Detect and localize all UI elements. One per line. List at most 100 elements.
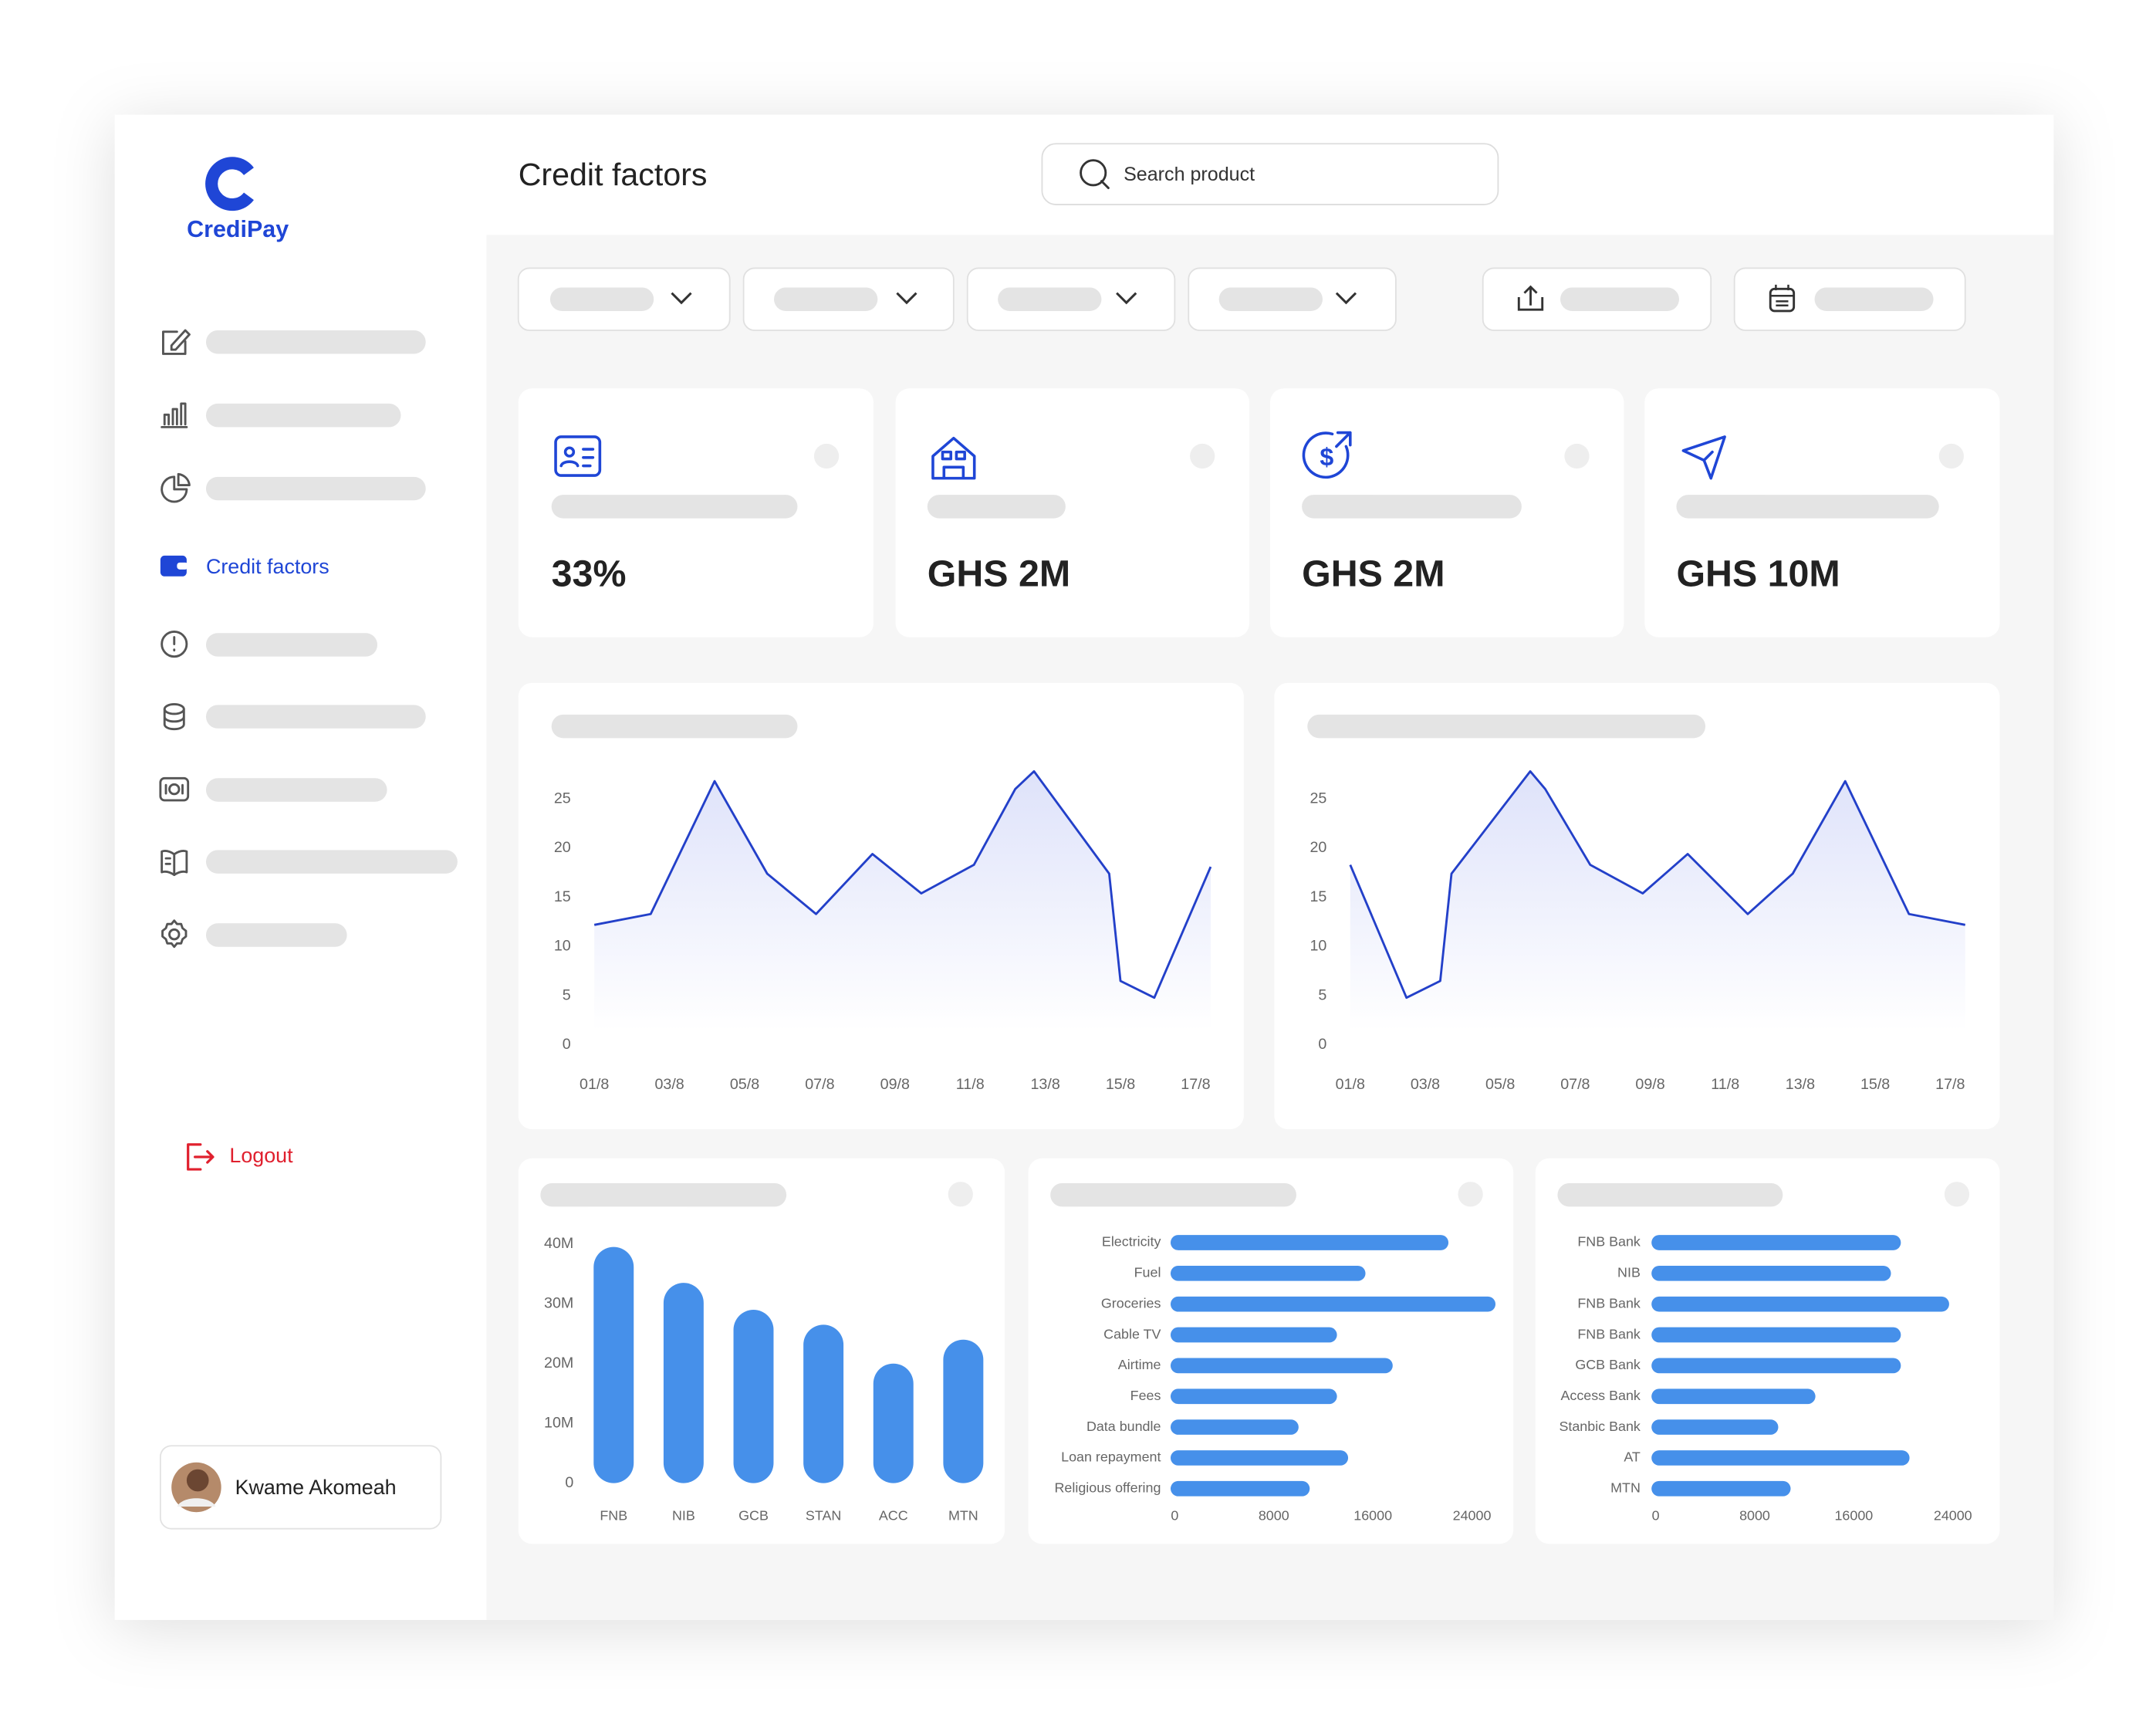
bar — [803, 1324, 844, 1483]
y-tick-label: 25 — [1309, 790, 1326, 807]
bar — [1651, 1235, 1901, 1250]
x-tick-label: 8000 — [1259, 1507, 1289, 1523]
y-tick-label: 10M — [544, 1414, 573, 1431]
date-button[interactable] — [1733, 267, 1966, 331]
y-tick-label: FNB Bank — [1577, 1295, 1641, 1311]
x-tick-label: 15/8 — [1106, 1076, 1135, 1093]
bar — [1170, 1480, 1310, 1497]
x-tick-label: 03/8 — [1411, 1076, 1440, 1093]
x-tick-label: 01/8 — [580, 1076, 609, 1093]
nav-item[interactable] — [162, 329, 426, 355]
x-tick-label: STAN — [806, 1507, 841, 1523]
dropdown[interactable] — [517, 267, 731, 331]
nav-item[interactable] — [161, 919, 347, 949]
bar — [733, 1309, 774, 1483]
y-tick-label: 0 — [565, 1474, 573, 1491]
x-tick-label: NIB — [672, 1507, 695, 1523]
kpi-value: GHS 10M — [1676, 553, 1840, 595]
y-tick-label: GCB Bank — [1575, 1357, 1641, 1372]
y-tick-label: 20 — [1309, 839, 1326, 856]
search-placeholder: Search product — [1124, 164, 1255, 185]
y-tick-label: AT — [1624, 1449, 1641, 1465]
nav-item[interactable] — [159, 776, 387, 802]
y-tick-label: 20 — [554, 839, 571, 856]
x-tick-label: 0 — [1171, 1507, 1178, 1523]
dropdown[interactable] — [1188, 267, 1397, 331]
kpi-icon — [1681, 435, 1726, 480]
x-tick-label: 17/8 — [1181, 1076, 1210, 1093]
bar — [1170, 1388, 1337, 1405]
bar — [1170, 1296, 1496, 1312]
x-tick-label: 11/8 — [956, 1076, 985, 1093]
y-tick-label: Fuel — [1134, 1265, 1161, 1280]
y-tick-label: 15 — [1309, 888, 1326, 905]
x-tick-label: 09/8 — [1635, 1076, 1664, 1093]
bar — [873, 1363, 914, 1483]
x-tick-label: ACC — [879, 1507, 908, 1523]
y-tick-label: 40M — [544, 1235, 573, 1252]
nav-item[interactable] — [161, 402, 401, 428]
export-button[interactable] — [1482, 267, 1712, 331]
y-tick-label: Groceries — [1101, 1295, 1161, 1311]
x-tick-label: 15/8 — [1860, 1076, 1890, 1093]
bar — [1170, 1358, 1393, 1374]
y-tick-label: 30M — [544, 1294, 573, 1311]
nav-item-active[interactable]: Credit factors — [160, 555, 329, 578]
logo-mark — [205, 157, 254, 211]
bar — [1170, 1327, 1337, 1343]
kpi-cards: $ 33% GHS 2M GHS 2M GHS 10M — [518, 388, 2000, 638]
nav-item[interactable] — [161, 850, 458, 877]
nav-item[interactable] — [163, 703, 426, 731]
x-tick-label: 03/8 — [654, 1076, 684, 1093]
nav-label: Credit factors — [206, 555, 329, 578]
bar — [1651, 1450, 1910, 1466]
line — [593, 769, 1212, 999]
x-tick-label: 16000 — [1353, 1507, 1392, 1523]
bar — [663, 1283, 704, 1483]
dropdown[interactable] — [966, 267, 1176, 331]
logout-label: Logout — [229, 1144, 293, 1167]
logo[interactable]: CrediPay — [187, 157, 289, 242]
y-tick-label: Loan repayment — [1061, 1449, 1161, 1465]
logout[interactable]: Logout — [187, 1143, 293, 1171]
x-tick-label: 13/8 — [1786, 1076, 1815, 1093]
bar — [1651, 1388, 1816, 1405]
bar — [593, 1246, 634, 1483]
y-tick-label: Electricity — [1102, 1234, 1161, 1250]
y-tick-label: MTN — [1610, 1480, 1641, 1495]
chart-card — [1028, 1158, 1514, 1544]
bar — [1651, 1327, 1901, 1343]
kpi-icon — [931, 436, 976, 480]
y-tick-label: Data bundle — [1086, 1419, 1161, 1434]
x-tick-label: 0 — [1652, 1507, 1660, 1523]
y-tick-label: 10 — [1309, 938, 1326, 955]
charts: 0 5 10 15 20 25 01/8 03/8 05/8 07/8 09/8 11/8 13/8 15… — [544, 769, 1972, 1523]
kpi-value: GHS 2M — [928, 553, 1070, 595]
user-card[interactable]: Kwame Akomeah — [159, 1445, 442, 1530]
page-title: Credit factors — [519, 157, 708, 192]
y-tick-label: 20M — [544, 1355, 573, 1372]
bar — [1651, 1358, 1901, 1374]
kpi-value: 33% — [552, 553, 627, 595]
x-tick-label: 07/8 — [805, 1076, 834, 1093]
x-tick-label: 16000 — [1834, 1507, 1873, 1523]
search-box[interactable]: Search product — [1041, 143, 1499, 205]
nav-item[interactable] — [161, 472, 426, 503]
filters — [517, 267, 1966, 331]
dropdown[interactable] — [742, 267, 955, 331]
x-tick-label: 09/8 — [880, 1076, 910, 1093]
y-tick-label: 25 — [554, 790, 571, 807]
y-tick-label: Fees — [1130, 1388, 1161, 1403]
bar — [1170, 1265, 1366, 1281]
nav-item[interactable] — [161, 630, 378, 658]
kpi-icon: $ — [1302, 431, 1352, 479]
bar — [1170, 1419, 1299, 1435]
y-tick-label: Airtime — [1118, 1357, 1161, 1372]
bar — [1651, 1296, 1949, 1312]
x-tick-label: 01/8 — [1336, 1076, 1365, 1093]
nav: Credit factors — [159, 329, 458, 949]
bar — [1651, 1480, 1791, 1497]
bar — [1651, 1265, 1891, 1281]
chart-card — [1535, 1158, 2000, 1544]
